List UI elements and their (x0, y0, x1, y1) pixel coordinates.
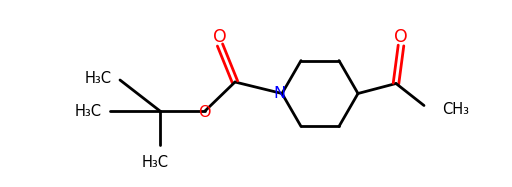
Text: H₃C: H₃C (75, 103, 102, 119)
Text: O: O (394, 27, 408, 45)
Text: CH₃: CH₃ (442, 102, 469, 117)
Text: N: N (273, 86, 285, 101)
Text: O: O (213, 28, 227, 46)
Text: H₃C: H₃C (141, 155, 168, 170)
Text: O: O (198, 105, 210, 119)
Text: H₃C: H₃C (85, 70, 112, 85)
